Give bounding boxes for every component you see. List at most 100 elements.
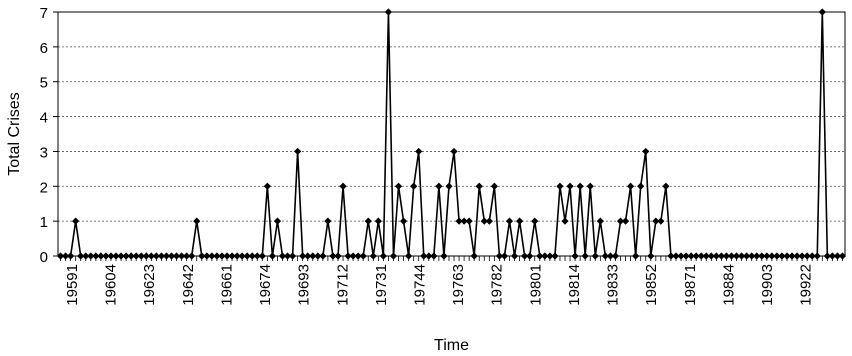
data-point	[193, 217, 201, 225]
data-point	[647, 252, 655, 260]
data-point	[299, 252, 307, 260]
data-point	[707, 252, 715, 260]
data-point	[82, 252, 90, 260]
data-point	[399, 217, 408, 225]
data-point	[505, 217, 514, 225]
y-tick-label: 5	[40, 75, 48, 92]
data-point	[652, 217, 660, 225]
data-point	[591, 252, 599, 260]
data-point	[243, 252, 251, 260]
data-point	[112, 252, 120, 260]
data-point	[177, 252, 186, 260]
data-point	[374, 217, 382, 225]
data-point	[92, 252, 100, 260]
data-point	[329, 252, 337, 260]
data-point	[677, 252, 685, 260]
data-point	[490, 182, 498, 190]
data-point	[778, 252, 786, 260]
data-point	[455, 217, 463, 225]
data-point	[526, 252, 534, 260]
data-point	[324, 217, 332, 225]
data-point	[162, 252, 171, 260]
data-point	[61, 252, 70, 260]
data-point	[637, 182, 645, 190]
data-point	[304, 252, 312, 260]
data-point	[626, 182, 635, 190]
data-point	[697, 252, 705, 260]
x-tick-label: 19744	[412, 264, 429, 306]
x-tick-label: 19604	[103, 264, 120, 306]
data-point	[56, 252, 65, 260]
data-point	[692, 252, 700, 260]
data-point	[389, 252, 398, 260]
plot-area-frame	[57, 11, 846, 257]
data-point	[278, 252, 287, 260]
data-point	[72, 217, 80, 225]
x-tick-label: 19852	[643, 264, 660, 306]
data-point	[621, 217, 630, 225]
data-point	[712, 252, 720, 260]
data-point	[440, 252, 448, 260]
data-point	[87, 252, 95, 260]
data-point	[743, 252, 751, 260]
data-point	[536, 252, 544, 260]
data-point	[727, 252, 736, 260]
data-point	[828, 252, 836, 260]
data-point	[314, 252, 322, 260]
data-point	[369, 252, 377, 260]
data-point	[717, 252, 726, 260]
data-point	[339, 182, 347, 190]
data-point	[137, 252, 145, 260]
x-tick-label: 19591	[64, 264, 81, 306]
data-point	[763, 252, 771, 260]
data-point	[576, 182, 584, 190]
x-tick-label: 19922	[798, 264, 815, 306]
data-point	[495, 252, 504, 260]
data-point	[737, 252, 746, 260]
y-tick-label: 1	[40, 214, 48, 231]
y-tick-label: 4	[40, 110, 48, 127]
data-point	[596, 217, 604, 225]
data-point	[379, 252, 387, 260]
data-point	[551, 252, 559, 260]
y-tick-label: 2	[40, 179, 48, 196]
data-point	[838, 252, 847, 260]
data-point	[510, 252, 519, 260]
data-point	[228, 252, 236, 260]
data-point	[541, 252, 549, 260]
data-point	[142, 252, 150, 260]
data-point	[157, 252, 166, 260]
x-tick-label: 19782	[489, 264, 506, 306]
x-tick-label: 19871	[682, 264, 699, 306]
data-point	[798, 252, 806, 260]
data-point	[682, 252, 690, 260]
data-point	[813, 252, 821, 260]
data-point	[238, 252, 246, 260]
data-point	[702, 252, 710, 260]
data-point	[384, 8, 393, 16]
data-point	[616, 217, 625, 225]
data-point	[521, 252, 529, 260]
x-tick-label: 19814	[566, 264, 583, 306]
data-point	[263, 182, 271, 190]
y-tick-label: 6	[40, 40, 48, 57]
data-point	[586, 182, 594, 190]
data-point	[833, 252, 842, 260]
data-point	[359, 252, 367, 260]
data-point	[657, 217, 665, 225]
data-point	[203, 252, 211, 260]
data-point	[283, 252, 292, 260]
data-point	[430, 252, 438, 260]
data-point	[667, 252, 675, 260]
y-axis: 0 1 2 3 4 5 6 7	[40, 5, 58, 266]
data-point	[818, 8, 826, 16]
data-point	[556, 182, 564, 190]
data-point	[77, 252, 85, 260]
data-point	[788, 252, 796, 260]
data-point	[132, 252, 140, 260]
y-tick-label: 7	[40, 5, 48, 22]
data-point	[465, 217, 473, 225]
data-point	[823, 252, 831, 260]
data-point	[198, 252, 206, 260]
